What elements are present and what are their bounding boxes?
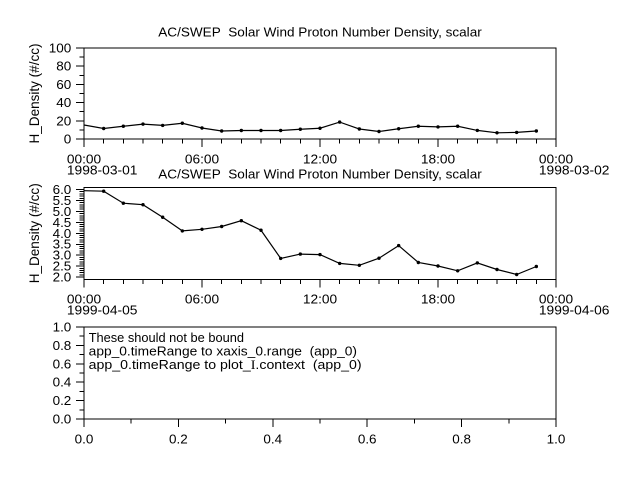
svg-text:18:00: 18:00 [421,291,455,306]
svg-text:1998-03-01: 1998-03-01 [67,163,138,178]
svg-text:6.0: 6.0 [53,182,72,197]
svg-text:12:00: 12:00 [303,291,337,306]
svg-text:06:00: 06:00 [185,291,219,306]
svg-text:0: 0 [64,131,72,146]
svg-text:40: 40 [56,95,71,110]
svg-text:2.5: 2.5 [53,259,72,274]
svg-text:5.5: 5.5 [53,193,72,208]
svg-text:100: 100 [49,40,72,55]
svg-text:00:00: 00:00 [539,151,573,166]
svg-text:00:00: 00:00 [67,291,101,306]
svg-text:1999-04-05: 1999-04-05 [67,303,138,318]
svg-text:18:00: 18:00 [421,151,455,166]
svg-text:0.8: 0.8 [53,338,72,353]
svg-text:12:00: 12:00 [303,151,337,166]
svg-text:20: 20 [56,113,71,128]
svg-text:0.6: 0.6 [358,431,377,446]
svg-text:0.2: 0.2 [169,431,188,446]
svg-text:4.5: 4.5 [53,215,72,230]
svg-text:06:00: 06:00 [185,151,219,166]
svg-text:2.0: 2.0 [53,270,72,285]
svg-text:app_0.timeRange to plot_I.cont: app_0.timeRange to plot_ I.context (app_0… [89,357,362,372]
svg-text:4.0: 4.0 [53,226,72,241]
svg-text:5.0: 5.0 [53,204,72,219]
svg-text:AC/SWEP Solar Wind Proton Num: AC/SWEP Solar Wind Proton Number Density… [158,167,482,182]
svg-text:H_Density (#/cc): H_Density (#/cc) [26,183,42,283]
svg-text:H_Density (#/cc): H_Density (#/cc) [26,44,42,144]
svg-text:60: 60 [56,77,71,92]
svg-text:3.5: 3.5 [53,237,72,252]
svg-text:These should not be bound: These should not be bound [89,330,244,345]
svg-text:0.6: 0.6 [53,356,72,371]
svg-text:0.2: 0.2 [53,393,72,408]
svg-text:0.8: 0.8 [452,431,471,446]
svg-text:80: 80 [56,59,71,74]
svg-text:1999-04-06: 1999-04-06 [539,303,610,318]
svg-text:0.0: 0.0 [75,431,94,446]
svg-text:0.4: 0.4 [53,375,72,390]
svg-text:3.0: 3.0 [53,248,72,263]
svg-text:AC/SWEP Solar Wind Proton Num: AC/SWEP Solar Wind Proton Number Density… [158,25,482,40]
svg-text:1998-03-02: 1998-03-02 [539,163,610,178]
svg-text:1.0: 1.0 [53,319,72,334]
svg-text:00:00: 00:00 [67,151,101,166]
svg-text:app_0.timeRange to xaxis_0.ran: app_0.timeRange to xaxis_0.range (app_0) [89,343,357,358]
svg-text:00:00: 00:00 [539,291,573,306]
svg-text:1.0: 1.0 [547,431,566,446]
svg-text:0.4: 0.4 [263,431,282,446]
svg-text:0.0: 0.0 [53,411,72,426]
